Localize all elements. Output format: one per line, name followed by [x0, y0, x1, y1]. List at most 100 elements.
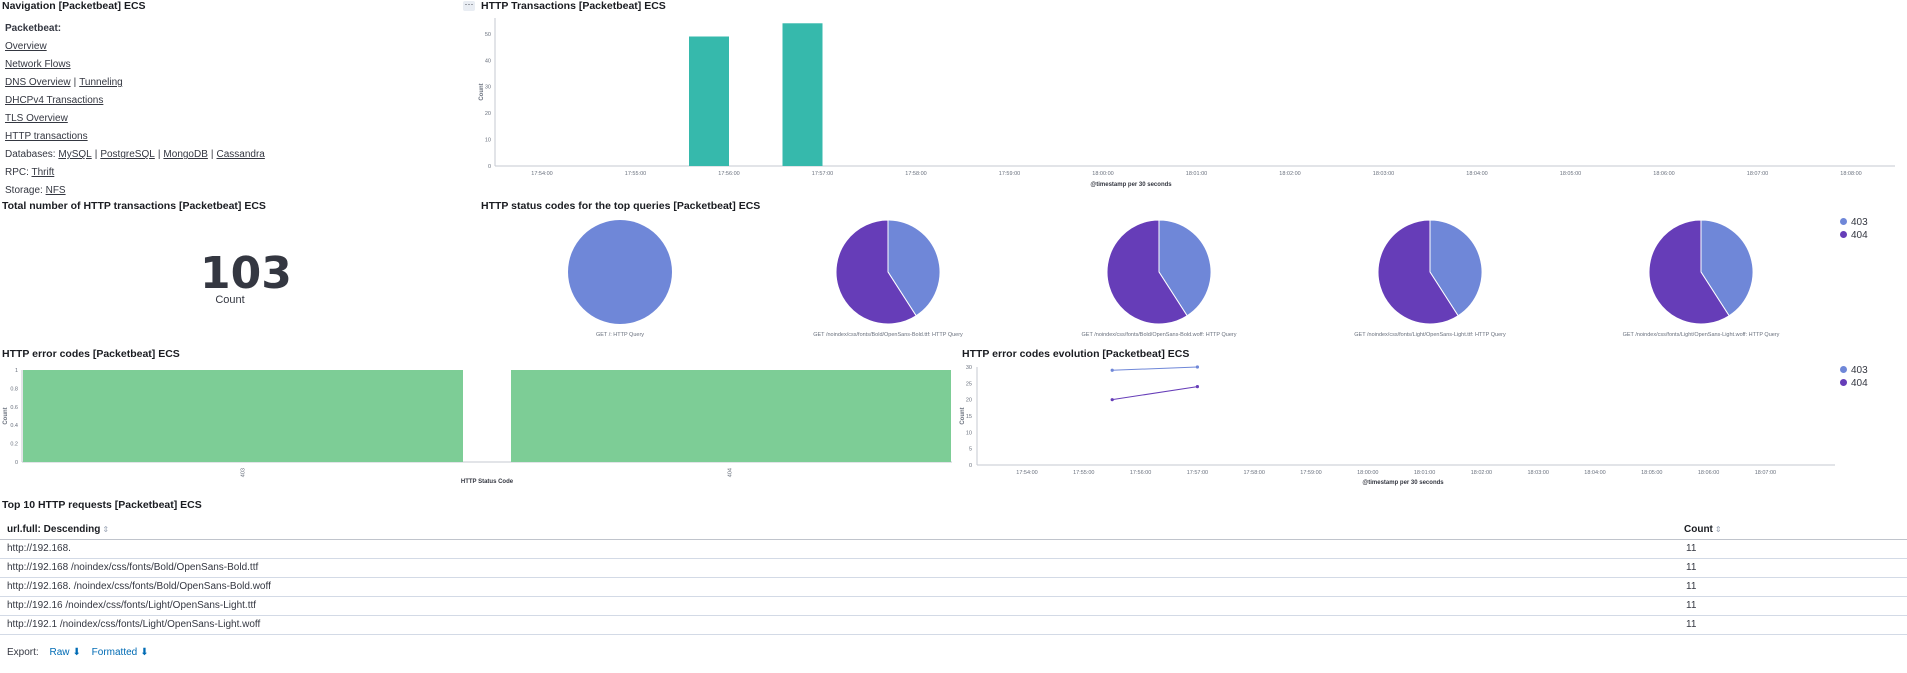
legend-item-404[interactable]: 404: [1840, 377, 1868, 390]
legend-dot-403: [1840, 218, 1847, 225]
pie-slice: [568, 220, 672, 324]
legend-item-403[interactable]: 403: [1840, 364, 1868, 377]
pie-label: GET /noindex/css/fonts/Bold/OpenSans-Bol…: [813, 332, 963, 338]
status-pies-title: HTTP status codes for the top queries [P…: [481, 200, 761, 212]
series-line-404: [1112, 386, 1198, 401]
column-header-count[interactable]: Count ⇕: [1684, 524, 1722, 535]
top-requests-title: Top 10 HTTP requests [Packetbeat] ECS: [2, 499, 202, 511]
series-point-403: [1110, 368, 1114, 372]
download-icon: ⬇: [72, 647, 81, 658]
nav-link-postgresql[interactable]: PostgreSQL: [100, 149, 155, 160]
export-raw-link[interactable]: Raw ⬇: [49, 647, 80, 658]
table-cell-count: 11: [1686, 543, 1697, 554]
x-tick-label: 18:02:00: [1279, 171, 1300, 177]
nav-link-mysql[interactable]: MySQL: [58, 149, 92, 160]
export-formatted-label: Formatted: [91, 647, 138, 658]
y-tick-label: 0.2: [10, 442, 18, 448]
x-axis-label: HTTP Status Code: [461, 479, 514, 485]
table-cell-count: 11: [1686, 619, 1697, 630]
table-cell-count: 11: [1686, 581, 1697, 592]
pie-label: GET /noindex/css/fonts/Light/OpenSans-Li…: [1623, 332, 1780, 338]
x-tick-label: 17:59:00: [999, 171, 1020, 177]
nav-link-nfs[interactable]: NFS: [45, 185, 66, 196]
export-raw-label: Raw: [49, 647, 70, 658]
y-axis-label: Count: [960, 407, 966, 424]
y-tick-label: 0.4: [10, 423, 18, 429]
nav-link-mongodb[interactable]: MongoDB: [163, 149, 208, 160]
nav-link-cassandra[interactable]: Cassandra: [216, 149, 265, 160]
bar: [511, 370, 951, 462]
top-requests-table: url.full: Descending ⇕ Count ⇕ http://192.…: [0, 520, 1907, 635]
legend-dot-404: [1840, 379, 1847, 386]
y-axis-label: Count: [3, 407, 9, 424]
nav-separator: |: [157, 149, 161, 160]
legend-dot-403: [1840, 366, 1847, 373]
column-header-label: url.full: Descending: [7, 524, 101, 535]
download-icon: ⬇: [140, 647, 149, 658]
ellipsis-icon[interactable]: ···: [463, 0, 475, 11]
status-pies-legend: 403 404: [1840, 216, 1868, 242]
legend-label: 404: [1851, 230, 1868, 241]
legend-item-403[interactable]: 403: [1840, 216, 1868, 229]
table-cell-url: http://192.16 /noindex/css/fonts/Light/O…: [7, 600, 257, 611]
x-tick-label: 18:05:00: [1560, 171, 1581, 177]
pie-slice: [835, 219, 917, 325]
x-tick-label: 18:04:00: [1466, 171, 1487, 177]
bar: [689, 36, 729, 166]
error-codes-chart: 0 0.2 0.4 0.6 0.8 1 Count 403 404 HTTP Status Cod…: [3, 368, 952, 485]
y-tick-label: 30: [485, 85, 491, 91]
y-tick-label: 1: [15, 368, 18, 374]
table-row: http://192.168. /noindex/css/fonts/Bold/…: [0, 578, 1907, 597]
nav-link-http[interactable]: HTTP transactions: [5, 131, 88, 142]
x-tick-label: 18:01:00: [1414, 470, 1435, 476]
status-pies-chart: GET /: HTTP Query GET /noindex/css/fonts/…: [568, 219, 1780, 338]
nav-link-thrift[interactable]: Thrift: [31, 167, 55, 178]
error-codes-title: HTTP error codes [Packetbeat] ECS: [2, 348, 180, 360]
nav-databases-label: Databases:: [5, 149, 56, 160]
nav-link-dhcp[interactable]: DHCPv4 Transactions: [5, 95, 104, 106]
nav-link-network-flows[interactable]: Network Flows: [5, 59, 71, 70]
pie-slice: [1648, 219, 1730, 325]
column-header-url[interactable]: url.full: Descending ⇕: [7, 524, 109, 535]
http-transactions-title: HTTP Transactions [Packetbeat] ECS: [481, 0, 666, 12]
x-tick-label: 17:56:00: [1130, 470, 1151, 476]
metric-panel-title: Total number of HTTP transactions [Packe…: [2, 200, 266, 212]
table-cell-url: http://192.168. /noindex/css/fonts/Bold/…: [7, 581, 271, 592]
x-tick-label: 17:54:00: [1016, 470, 1037, 476]
pie-slice: [1106, 219, 1188, 325]
x-tick-label: 17:56:00: [718, 171, 739, 177]
y-tick-label: 0: [15, 460, 18, 466]
x-tick-label: 17:55:00: [625, 171, 646, 177]
y-tick-label: 0: [488, 164, 491, 170]
metric-label: Count: [215, 294, 245, 306]
table-header: url.full: Descending ⇕ Count ⇕: [0, 520, 1907, 540]
export-formatted-link[interactable]: Formatted ⬇: [92, 647, 149, 658]
nav-link-tls[interactable]: TLS Overview: [5, 113, 68, 124]
legend-label: 404: [1851, 378, 1868, 389]
navigation-panel: Packetbeat: Overview Network Flows DNS O…: [5, 20, 265, 200]
table-cell-count: 11: [1686, 600, 1697, 611]
http-transactions-chart: 0 10 20 30 40 50 Count 17:54:00 17:55:00 17:56:00…: [479, 18, 1895, 188]
x-tick-label: 18:01:00: [1186, 171, 1207, 177]
series-point-404: [1110, 398, 1114, 402]
navigation-panel-title: Navigation [Packetbeat] ECS: [2, 0, 146, 12]
table-row: http://192.168 /noindex/css/fonts/Bold/O…: [0, 559, 1907, 578]
x-tick-label: 17:57:00: [1187, 470, 1208, 476]
x-axis-label: @timestamp per 30 seconds: [1090, 182, 1172, 188]
y-tick-label: 0.6: [10, 405, 18, 411]
x-tick-label: 18:05:00: [1641, 470, 1662, 476]
y-axis-label: Count: [479, 83, 485, 100]
x-tick-label: 17:58:00: [905, 171, 926, 177]
nav-link-overview[interactable]: Overview: [5, 41, 47, 52]
x-tick-label: 18:04:00: [1584, 470, 1605, 476]
legend-item-404[interactable]: 404: [1840, 229, 1868, 242]
series-line-403: [1112, 366, 1198, 371]
nav-link-tunneling[interactable]: Tunneling: [79, 77, 123, 88]
y-tick-label: 10: [966, 430, 972, 436]
y-tick-label: 40: [485, 58, 491, 64]
y-tick-label: 20: [966, 398, 972, 404]
nav-link-dns-overview[interactable]: DNS Overview: [5, 77, 71, 88]
x-tick-label: 17:59:00: [1300, 470, 1321, 476]
x-tick-label: 17:54:00: [531, 171, 552, 177]
pie-label: GET /noindex/css/fonts/Light/OpenSans-Li…: [1354, 332, 1506, 338]
